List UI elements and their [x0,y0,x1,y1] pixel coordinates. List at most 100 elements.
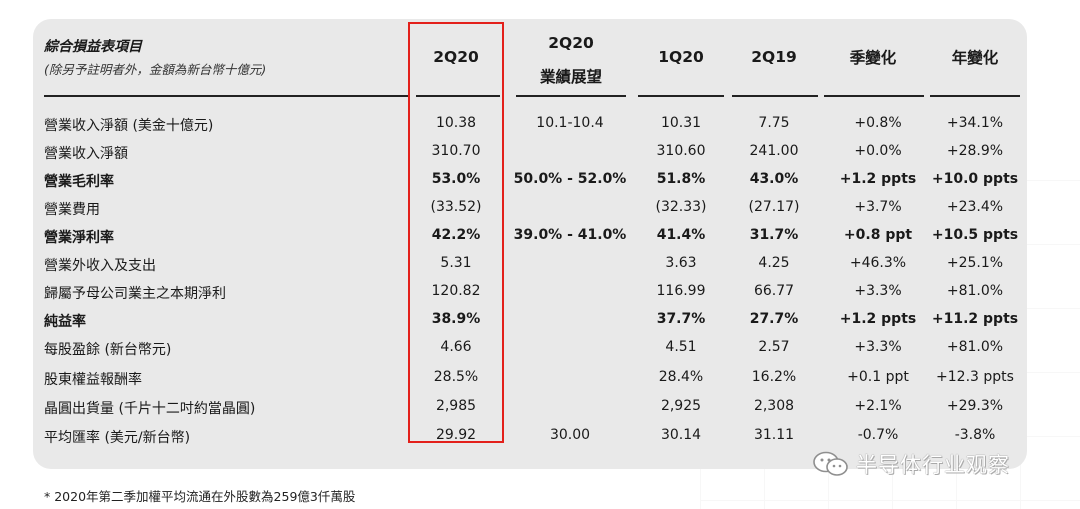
cell-2q20: 4.66 [440,339,472,355]
cell-qoq: +0.0% [854,143,902,159]
cell-yoy: +23.4% [946,199,1004,215]
table-row: 純益率 38.9% 37.7% 27.7% +1.2 ppts +11.2 ppts [0,311,1080,337]
table-subtitle: (除另予註明者外，金額為新台幣十億元) [44,62,267,77]
watermark-text: 半导体行业观察 [856,453,1010,477]
cell-qoq: +1.2 ppts [839,311,917,327]
row-label: 每股盈餘 (新台幣元) [44,342,172,358]
table-title: 綜合損益表項目 [44,39,142,55]
cell-qoq: -0.7% [857,427,899,443]
row-label: 營業費用 [44,202,100,218]
cell-2q20: 5.31 [440,255,472,271]
cell-2q20-guidance: 39.0% - 41.0% [513,227,627,243]
row-label: 營業收入淨額 [44,146,128,162]
cell-2q19: 16.2% [751,369,797,385]
cell-1q20: 41.4% [656,227,706,243]
cell-2q19: 2.57 [758,339,790,355]
row-label: 營業收入淨額 (美金十億元) [44,118,214,134]
cell-qoq: +46.3% [849,255,907,271]
cell-2q19: 27.7% [749,311,799,327]
table-row: 營業外收入及支出 5.31 3.63 4.25 +46.3% +25.1% [0,255,1080,281]
cell-1q20: 4.51 [665,339,697,355]
cell-1q20: 3.63 [665,255,697,271]
row-label: 股東權益報酬率 [44,372,142,388]
cell-2q20-guidance: 50.0% - 52.0% [513,171,627,187]
cell-2q20-guidance: 10.1-10.4 [536,115,604,131]
footnote: * 2020年第二季加權平均流通在外股數為259億3仟萬股 [44,489,356,504]
header-underline [930,95,1020,97]
cell-2q19: 241.00 [749,143,799,159]
cell-yoy: -3.8% [954,427,996,443]
cell-qoq: +0.1 ppt [847,369,909,385]
row-label: 營業外收入及支出 [44,258,156,274]
row-label: 營業毛利率 [44,174,114,190]
table-row: 晶圓出貨量 (千片十二吋約當晶圓) 2,985 2,925 2,308 +2.1% +29… [0,398,1080,424]
cell-yoy: +81.0% [946,339,1004,355]
cell-1q20: 51.8% [656,171,706,187]
cell-2q20: 310.70 [431,143,481,159]
header-underline [824,95,924,97]
highlight-box-2q20 [408,22,504,443]
table-row: 營業收入淨額 310.70 310.60 241.00 +0.0% +28.9% [0,143,1080,169]
cell-1q20: (32.33) [655,199,707,215]
cell-1q20: 116.99 [656,283,706,299]
table-row: 歸屬予母公司業主之本期淨利 120.82 116.99 66.77 +3.3% +81.0… [0,283,1080,309]
cell-1q20: 30.14 [660,427,702,443]
col-header-2q19: 2Q19 [751,48,797,66]
cell-2q20: 120.82 [431,283,481,299]
cell-2q20: 2,985 [435,398,477,414]
cell-2q19: (27.17) [748,199,800,215]
row-label: 純益率 [44,314,86,330]
cell-yoy: +12.3 ppts [936,369,1014,385]
header-underline [516,95,626,97]
header-underline [638,95,724,97]
cell-2q20: 28.5% [433,369,479,385]
cell-2q20: 29.92 [435,427,477,443]
cell-2q19: 2,308 [753,398,795,414]
cell-2q20: 53.0% [431,171,481,187]
col-header-1q20: 1Q20 [658,48,704,66]
cell-2q20: 10.38 [435,115,477,131]
cell-qoq: +3.3% [854,283,902,299]
table-row: 營業費用 (33.52) (32.33) (27.17) +3.7% +23.4% [0,199,1080,225]
row-label: 平均匯率 (美元/新台幣) [44,430,191,446]
table-row: 營業收入淨額 (美金十億元) 10.38 10.1-10.4 10.31 7.75 +0.… [0,115,1080,141]
table-row: 營業毛利率 53.0% 50.0% - 52.0% 51.8% 43.0% +1.2 pp… [0,171,1080,197]
cell-2q19: 66.77 [753,283,795,299]
row-label: 歸屬予母公司業主之本期淨利 [44,286,226,302]
col-header-qoq: 季變化 [849,49,897,67]
income-statement-panel [33,19,1027,469]
cell-2q19: 31.7% [749,227,799,243]
watermark: 半导体行业观察 [812,449,1010,479]
cell-qoq: +3.7% [854,199,902,215]
cell-2q19: 7.75 [758,115,790,131]
cell-qoq: +1.2 ppts [839,171,917,187]
cell-yoy: +81.0% [946,283,1004,299]
col-header-2q20-guidance: 2Q20 業績展望 [539,34,602,86]
cell-1q20: 2,925 [660,398,702,414]
cell-yoy: +11.2 ppts [931,311,1019,327]
cell-yoy: +25.1% [946,255,1004,271]
row-label: 晶圓出貨量 (千片十二吋約當晶圓) [44,401,256,417]
cell-2q20-guidance: 30.00 [549,427,591,443]
cell-yoy: +34.1% [946,115,1004,131]
row-label: 營業淨利率 [44,230,114,246]
cell-yoy: +29.3% [946,398,1004,414]
cell-qoq: +2.1% [854,398,902,414]
cell-yoy: +28.9% [946,143,1004,159]
table-row: 股東權益報酬率 28.5% 28.4% 16.2% +0.1 ppt +12.3 ppts [0,369,1080,395]
cell-2q20: 38.9% [431,311,481,327]
cell-1q20: 310.60 [656,143,706,159]
cell-yoy: +10.5 ppts [931,227,1019,243]
cell-qoq: +0.8 ppt [843,227,913,243]
cell-qoq: +0.8% [854,115,902,131]
table-row: 營業淨利率 42.2% 39.0% - 41.0% 41.4% 31.7% +0.8 pp… [0,227,1080,253]
table-row: 平均匯率 (美元/新台幣) 29.92 30.00 30.14 31.11 -0.7% -3… [0,427,1080,453]
col-header-yoy: 年變化 [951,49,999,67]
cell-2q19: 31.11 [753,427,795,443]
cell-1q20: 37.7% [656,311,706,327]
col-header-2q20: 2Q20 [433,48,479,66]
cell-2q20: (33.52) [430,199,482,215]
cell-2q20: 42.2% [431,227,481,243]
cell-1q20: 28.4% [658,369,704,385]
header-underline [416,95,500,97]
